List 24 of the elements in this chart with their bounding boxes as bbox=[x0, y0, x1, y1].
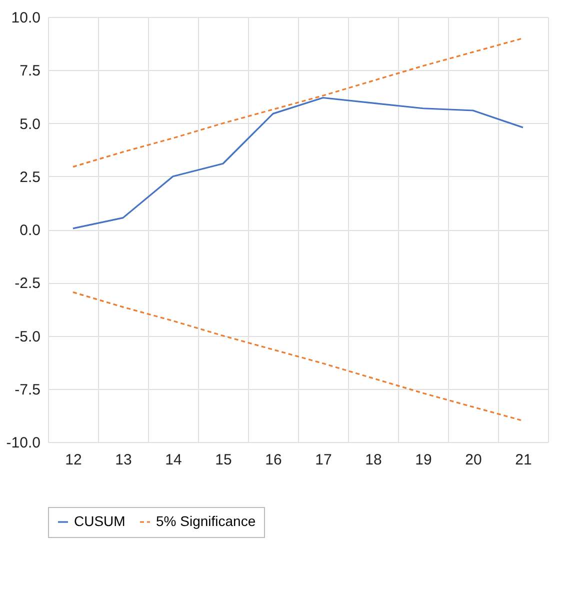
x-tick-label: 20 bbox=[465, 452, 482, 468]
x-tick-label: 18 bbox=[365, 452, 382, 468]
y-tick-label: -10.0 bbox=[6, 434, 40, 452]
legend-label: CUSUM bbox=[74, 513, 126, 529]
y-tick-label: 5.0 bbox=[20, 116, 40, 133]
x-tick-label: 15 bbox=[215, 452, 232, 468]
x-tick-label: 14 bbox=[165, 452, 182, 468]
x-tick-label: 17 bbox=[315, 452, 332, 468]
y-tick-label: 7.5 bbox=[20, 62, 40, 80]
x-tick-label: 21 bbox=[515, 452, 532, 468]
y-tick-label: -5.0 bbox=[14, 328, 40, 346]
y-tick-label: 0.0 bbox=[20, 222, 40, 239]
line-series bbox=[72, 291, 524, 422]
line-series bbox=[72, 37, 524, 168]
line-series bbox=[72, 96, 524, 230]
y-tick-label: 2.5 bbox=[20, 168, 40, 186]
y-tick-label: -7.5 bbox=[14, 381, 40, 398]
y-tick-label: 10.0 bbox=[11, 10, 40, 26]
x-tick-label: 19 bbox=[415, 452, 432, 468]
x-tick-label: 12 bbox=[65, 452, 82, 468]
x-tick-label: 13 bbox=[115, 452, 132, 468]
legend-label: 5% Significance bbox=[156, 513, 256, 529]
y-tick-label: -2.5 bbox=[14, 275, 40, 292]
x-tick-label: 16 bbox=[265, 452, 282, 468]
